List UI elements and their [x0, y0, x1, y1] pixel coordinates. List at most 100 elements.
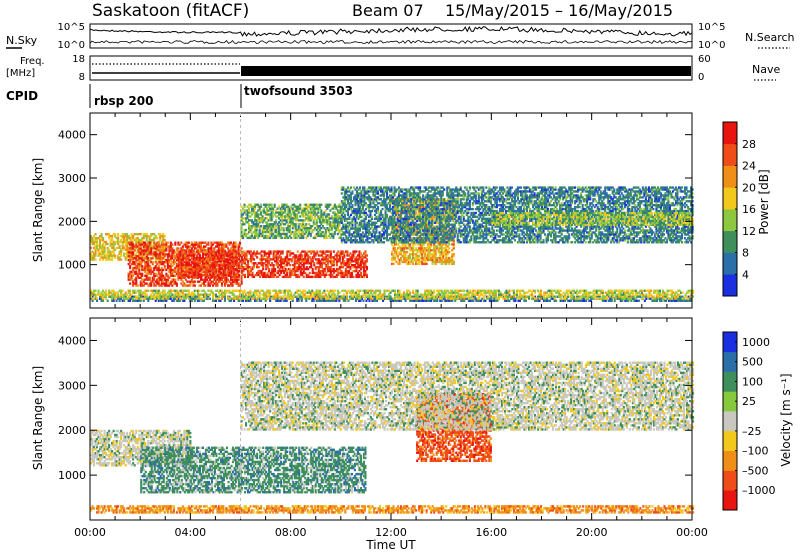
nsearch-tick-low: 10^0 [698, 40, 725, 51]
heatmap-cell [241, 271, 244, 275]
heatmap-cell [367, 229, 370, 232]
heatmap-cell [327, 219, 330, 222]
heatmap-cell [244, 262, 247, 265]
heatmap-cell [361, 235, 364, 238]
heatmap-cell [415, 210, 418, 213]
heatmap-cell [201, 278, 204, 281]
heatmap-cell [386, 231, 389, 234]
heatmap-cell [185, 269, 188, 273]
heatmap-cell [349, 186, 352, 189]
heatmap-cell [280, 262, 283, 265]
heatmap-cell [132, 243, 135, 246]
heatmap-cell [114, 240, 117, 244]
heatmap-cell [163, 276, 166, 279]
heatmap-cell [361, 225, 364, 228]
heatmap-cell [91, 254, 94, 257]
heatmap-cell [150, 251, 153, 254]
heatmap-cell [326, 267, 329, 271]
heatmap-cell [418, 243, 421, 246]
heatmap-cell [261, 221, 264, 224]
heatmap-cell [314, 223, 317, 226]
heatmap-cell [304, 260, 307, 263]
heatmap-cell [307, 256, 310, 259]
heatmap-cell [358, 229, 361, 232]
heatmap-cell [363, 235, 366, 238]
heatmap-cell [145, 272, 148, 276]
heatmap-cell [326, 203, 329, 206]
heatmap-cell [121, 246, 124, 250]
heatmap-cell [342, 237, 345, 240]
heatmap-cell [165, 261, 168, 264]
heatmap-cell [150, 244, 153, 248]
heatmap-cell [355, 196, 358, 199]
heatmap-cell [100, 248, 103, 251]
heatmap-cell [358, 235, 361, 238]
heatmap-cell [171, 270, 174, 274]
heatmap-cell [257, 213, 260, 216]
heatmap-cell [145, 258, 148, 261]
heatmap-cell [181, 247, 184, 250]
heatmap-cell [359, 271, 362, 275]
heatmap-cell [129, 276, 132, 279]
heatmap-cell [284, 203, 287, 206]
heatmap-cell [375, 200, 378, 203]
heatmap-cell [129, 278, 132, 281]
heatmap-cell [422, 235, 425, 238]
heatmap-cell [111, 236, 114, 240]
heatmap-cell [258, 227, 261, 230]
heatmap-cell [266, 262, 269, 265]
heatmap-cell [363, 241, 366, 244]
heatmap-cell [317, 227, 320, 230]
heatmap-cell [313, 252, 316, 255]
heatmap-cell [127, 247, 130, 250]
heatmap-cell [358, 239, 361, 242]
heatmap-cell [260, 256, 263, 259]
heatmap-cell [151, 261, 154, 264]
heatmap-cell [299, 223, 302, 226]
heatmap-cell [305, 211, 308, 214]
heatmap-cell [270, 225, 273, 228]
heatmap-cell [132, 284, 135, 287]
heatmap-cell [383, 217, 386, 221]
heatmap-cell [269, 232, 272, 236]
heatmap-cell [160, 284, 163, 287]
heatmap-cell [278, 256, 281, 259]
heatmap-cell [244, 267, 247, 271]
heatmap-cell [183, 254, 186, 257]
heatmap-cell [287, 213, 290, 216]
heatmap-cell [428, 247, 431, 250]
heatmap-cell [340, 252, 343, 255]
heatmap-cell [395, 254, 398, 258]
heatmap-cell [346, 207, 349, 211]
heatmap-cell [278, 269, 281, 273]
heatmap-cell [312, 209, 315, 212]
heatmap-cell [381, 207, 384, 211]
heatmap-cell [233, 264, 236, 267]
heatmap-cell [306, 207, 309, 210]
heatmap-cell [330, 228, 333, 232]
heatmap-cell [271, 258, 274, 261]
heatmap-cell [395, 221, 398, 224]
heatmap-cell [326, 250, 329, 253]
heatmap-cell [227, 273, 230, 277]
heatmap-cell [416, 249, 419, 252]
heatmap-cell [340, 200, 343, 203]
heatmap-cell [206, 271, 209, 275]
heatmap-cell [291, 230, 294, 234]
heatmap-cell [130, 272, 133, 276]
heatmap-cell [165, 274, 168, 277]
heatmap-cell [230, 282, 233, 285]
heatmap-cell [356, 273, 359, 277]
heatmap-cell [367, 241, 370, 244]
heatmap-cell [335, 219, 338, 222]
heatmap-cell [394, 243, 397, 246]
heatmap-cell [317, 207, 320, 210]
heatmap-cell [287, 227, 290, 230]
heatmap-cell [380, 213, 383, 217]
heatmap-cell [183, 264, 186, 267]
heatmap-cell [365, 266, 368, 269]
heatmap-cell [296, 256, 299, 259]
heatmap-cell [94, 238, 97, 242]
heatmap-cell [381, 233, 384, 236]
heatmap-cell [358, 202, 361, 205]
